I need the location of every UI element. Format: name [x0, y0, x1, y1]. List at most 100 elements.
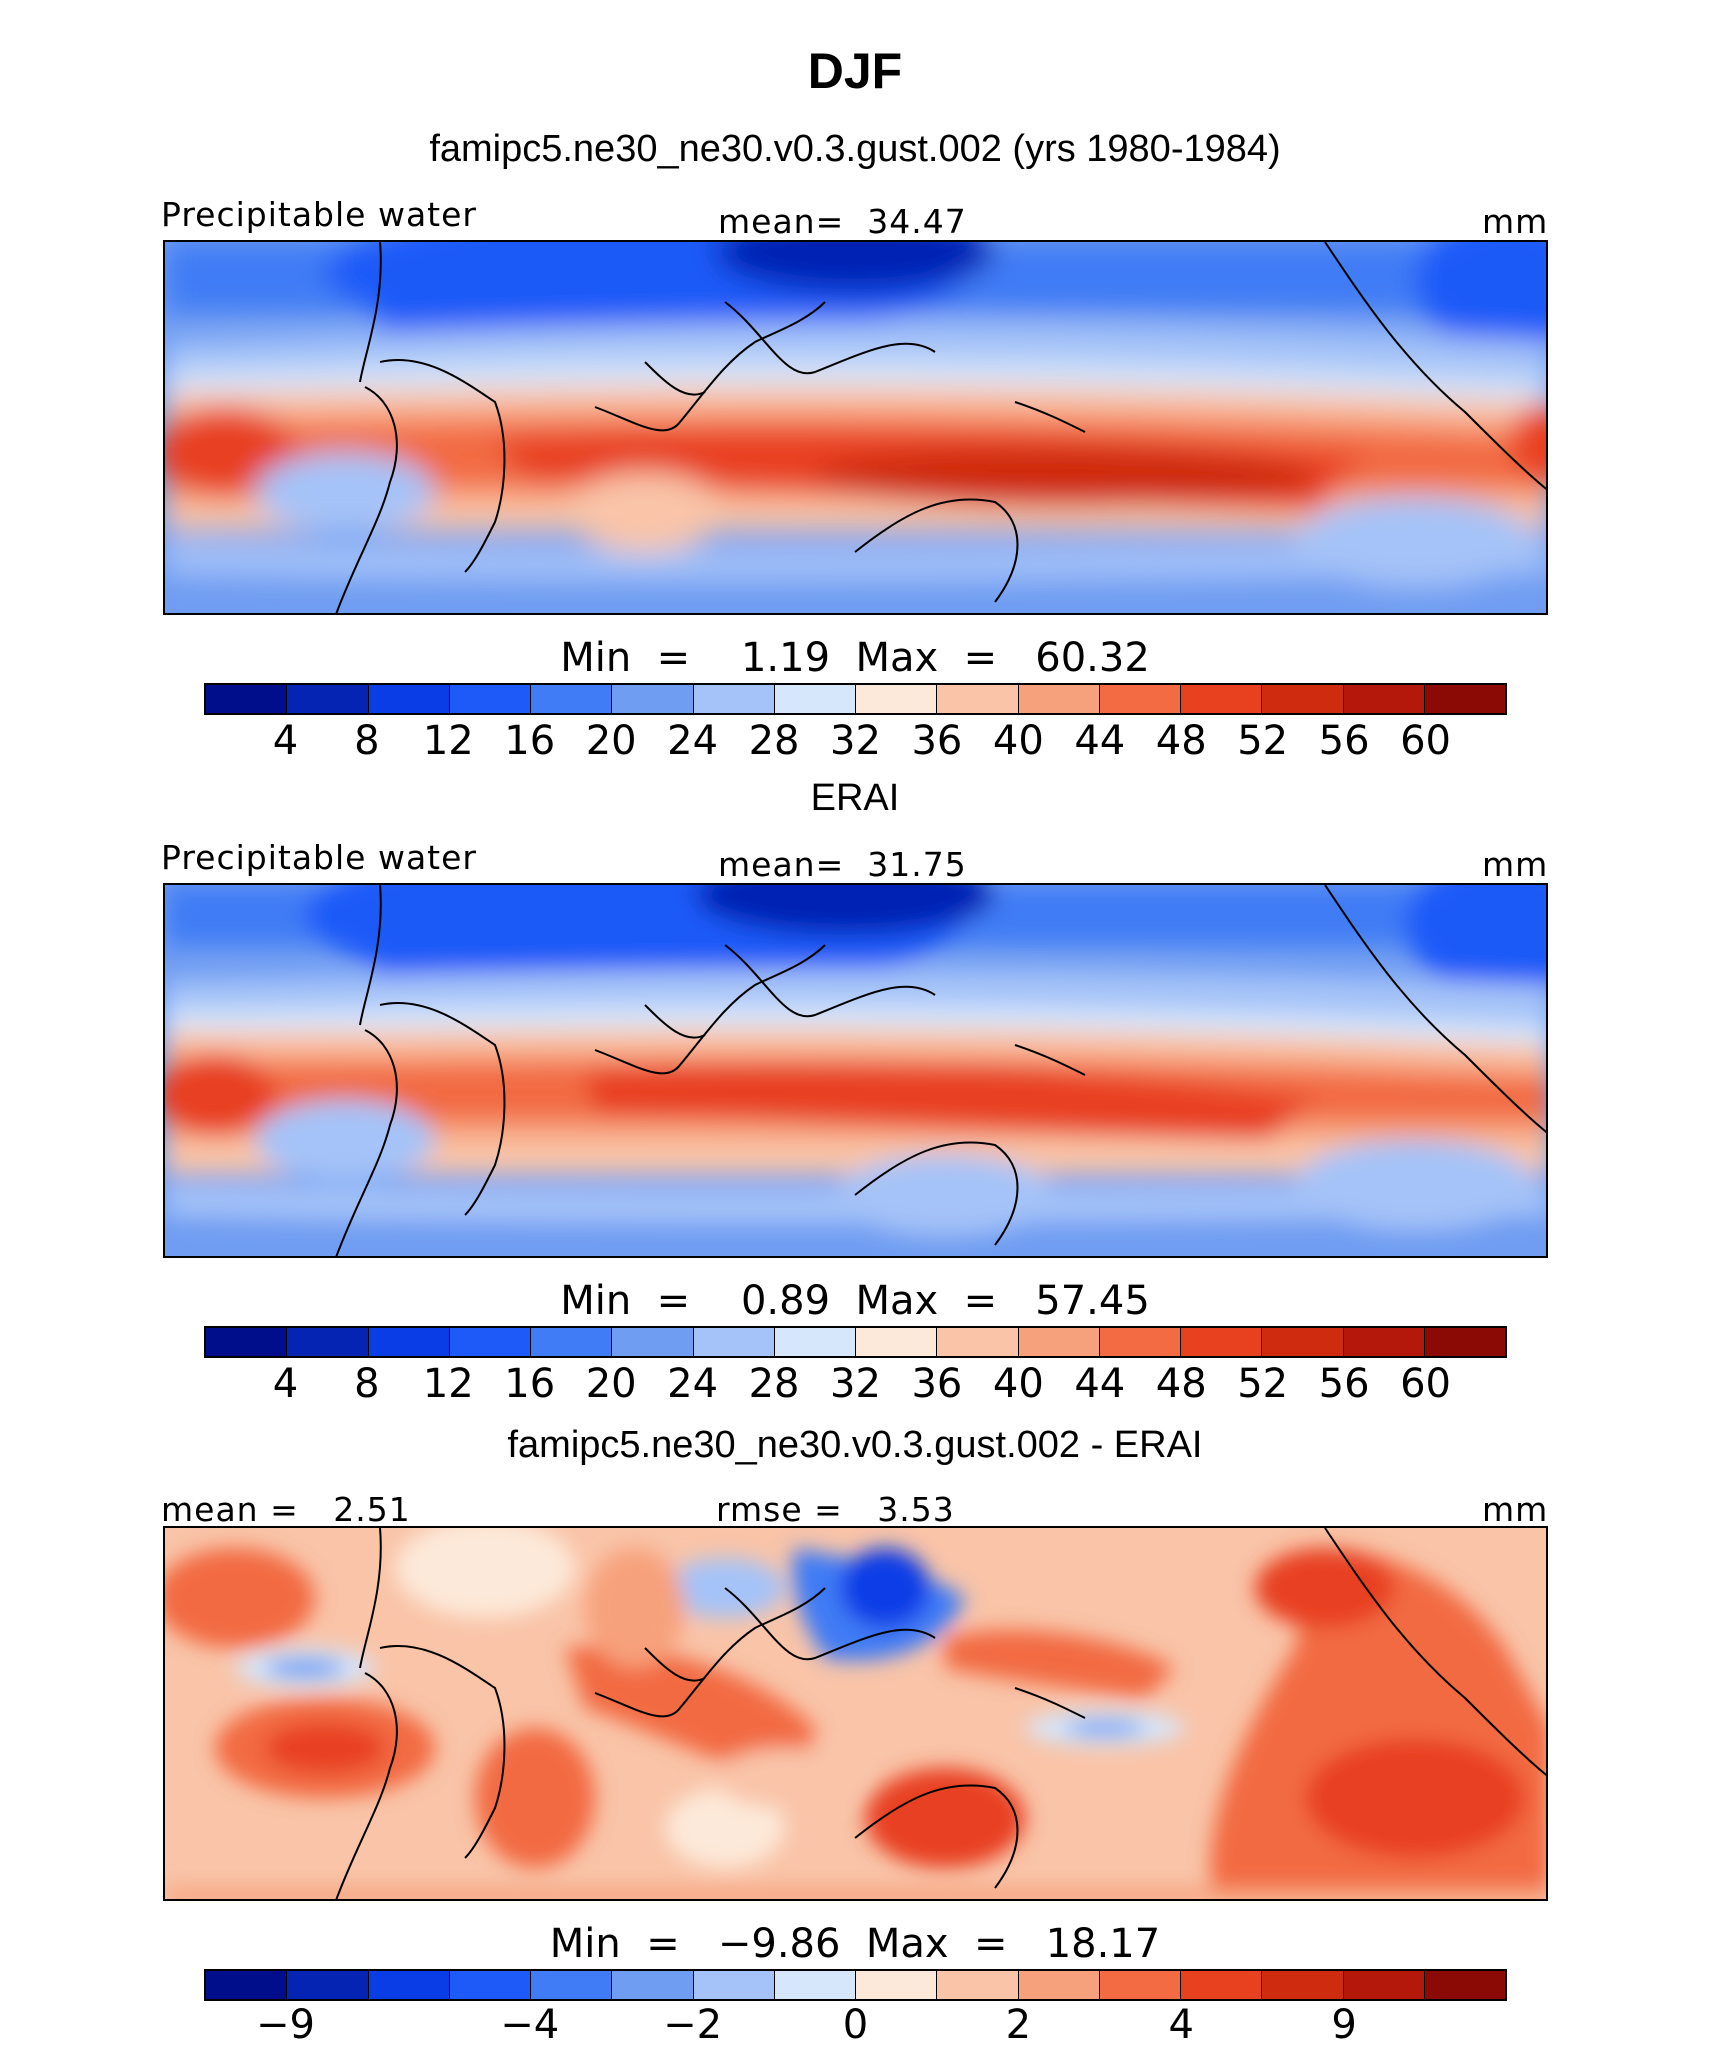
panel1-mean-label: mean= 34.47: [718, 202, 967, 241]
panel3-rmse-value: 3.53: [877, 1490, 955, 1529]
colorbar-tick-label: 8: [354, 1361, 380, 1407]
panel1-coastlines: [335, 242, 1546, 613]
panel2-mean-label: mean= 31.75: [718, 845, 967, 884]
panel1-variable-label: Precipitable water: [161, 195, 477, 234]
colorbar-tick-label: 52: [1237, 718, 1289, 764]
colorbar-tick-label: 20: [585, 718, 637, 764]
panel3-minmax: Min = −9.86 Max = 18.17: [549, 1921, 1161, 1967]
colorbar-swatch: [531, 1328, 613, 1356]
colorbar-swatch: [612, 1328, 694, 1356]
panel3-colorbar: [204, 1969, 1507, 2001]
colorbar-swatch: [206, 1328, 288, 1356]
colorbar-swatch: [449, 1328, 531, 1356]
colorbar-swatch: [1424, 1971, 1505, 1999]
colorbar-swatch: [1018, 1971, 1100, 1999]
panel3-mean-value: 2.51: [333, 1490, 411, 1529]
colorbar-tick-label: 4: [272, 718, 299, 764]
panel1-mean-value: 34.47: [867, 202, 967, 241]
panel2-colorbar: [204, 1326, 1507, 1358]
panel2-variable-label: Precipitable water: [161, 838, 477, 877]
colorbar-tick-label: 8: [354, 718, 380, 764]
panel3-max-value: 18.17: [1045, 1921, 1161, 1967]
panel3-colorbar-ticks: −9 −4 −2 0 2 4 9: [0, 2002, 1710, 2048]
colorbar-tick-label: 52: [1237, 1361, 1289, 1407]
colorbar-tick-label: 32: [830, 1361, 881, 1407]
panel3-units: mm: [1482, 1490, 1549, 1529]
panel1-colorbar: [204, 683, 1507, 715]
colorbar-swatch: [856, 1971, 938, 1999]
colorbar-swatch: [287, 1971, 369, 1999]
panel2-max-value: 57.45: [1035, 1278, 1150, 1324]
colorbar-tick-label: 9: [1331, 2002, 1357, 2048]
panel3-coastlines: [335, 1528, 1546, 1899]
colorbar-tick-label: 12: [422, 1361, 474, 1407]
colorbar-swatch: [449, 1971, 531, 1999]
panel2-min-value: 0.89: [740, 1278, 831, 1324]
colorbar-swatch: [531, 685, 613, 713]
colorbar-swatch: [1343, 685, 1425, 713]
colorbar-tick-label: 48: [1155, 1361, 1207, 1407]
colorbar-tick-label: 44: [1074, 1361, 1126, 1407]
colorbar-swatch: [612, 1971, 694, 1999]
colorbar-tick-label: 40: [992, 718, 1044, 764]
colorbar-swatch: [1018, 1328, 1100, 1356]
colorbar-swatch: [206, 685, 288, 713]
panel3-map: [163, 1526, 1548, 1901]
colorbar-swatch: [937, 1328, 1019, 1356]
colorbar-tick-label: 28: [748, 1361, 800, 1407]
colorbar-tick-label: 4: [1168, 2002, 1194, 2048]
colorbar-tick-label: −4: [500, 2002, 560, 2048]
panel1-max-value: 60.32: [1035, 635, 1150, 681]
colorbar-swatch: [1262, 685, 1344, 713]
colorbar-swatch: [1181, 1328, 1263, 1356]
colorbar-swatch: [856, 685, 938, 713]
colorbar-swatch: [612, 685, 694, 713]
colorbar-tick-label: 2: [1005, 2002, 1032, 2048]
colorbar-swatch: [1262, 1328, 1344, 1356]
colorbar-swatch: [693, 685, 775, 713]
colorbar-swatch: [937, 685, 1019, 713]
colorbar-tick-label: 56: [1318, 718, 1370, 764]
colorbar-tick-label: 36: [911, 1361, 963, 1407]
colorbar-swatch: [368, 1328, 450, 1356]
panel1-minmax: Min = 1.19 Max = 60.32: [560, 635, 1150, 681]
colorbar-tick-label: −2: [663, 2002, 723, 2048]
panel1-units: mm: [1482, 202, 1549, 241]
panel2-contour-field: [165, 885, 1546, 1256]
panel3-rmse-label: rmse = 3.53: [716, 1490, 955, 1529]
colorbar-swatch: [1099, 1971, 1181, 1999]
colorbar-swatch: [1343, 1971, 1425, 1999]
colorbar-tick-label: 56: [1318, 1361, 1370, 1407]
colorbar-tick-label: 40: [992, 1361, 1044, 1407]
colorbar-swatch: [368, 685, 450, 713]
panel2-colorbar-ticks: 4 8 12 16 20 24 28 32 36 40 44 48 52 56 60: [0, 1361, 1710, 1411]
panel2-minmax: Min = 0.89 Max = 57.45: [560, 1278, 1150, 1324]
panel2-coastlines: [335, 885, 1546, 1256]
colorbar-tick-label: 60: [1400, 718, 1452, 764]
colorbar-swatch: [287, 685, 369, 713]
colorbar-swatch: [449, 685, 531, 713]
colorbar-tick-label: 16: [504, 1361, 556, 1407]
colorbar-swatch: [1343, 1328, 1425, 1356]
colorbar-tick-label: 24: [667, 1361, 719, 1407]
panel3-mean-label: mean = 2.51: [161, 1490, 411, 1529]
colorbar-swatch: [774, 1971, 856, 1999]
colorbar-tick-label: 0: [842, 2002, 869, 2048]
colorbar-swatch: [531, 1971, 613, 1999]
colorbar-swatch: [774, 1328, 856, 1356]
panel2-subtitle: ERAI: [810, 777, 900, 819]
panel3-subtitle: famipc5.ne30_ne30.v0.3.gust.002 - ERAI: [507, 1424, 1203, 1466]
panel2-map: [163, 883, 1548, 1258]
panel2-mean-value: 31.75: [867, 845, 967, 884]
colorbar-tick-label: 44: [1074, 718, 1126, 764]
colorbar-swatch: [1181, 1971, 1263, 1999]
colorbar-swatch: [937, 1971, 1019, 1999]
colorbar-swatch: [1424, 1328, 1505, 1356]
panel1-min-value: 1.19: [740, 635, 831, 681]
colorbar-tick-label: 4: [272, 1361, 299, 1407]
colorbar-tick-label: 24: [667, 718, 719, 764]
colorbar-swatch: [693, 1971, 775, 1999]
colorbar-swatch: [1181, 685, 1263, 713]
colorbar-swatch: [693, 1328, 775, 1356]
colorbar-tick-label: 60: [1400, 1361, 1452, 1407]
